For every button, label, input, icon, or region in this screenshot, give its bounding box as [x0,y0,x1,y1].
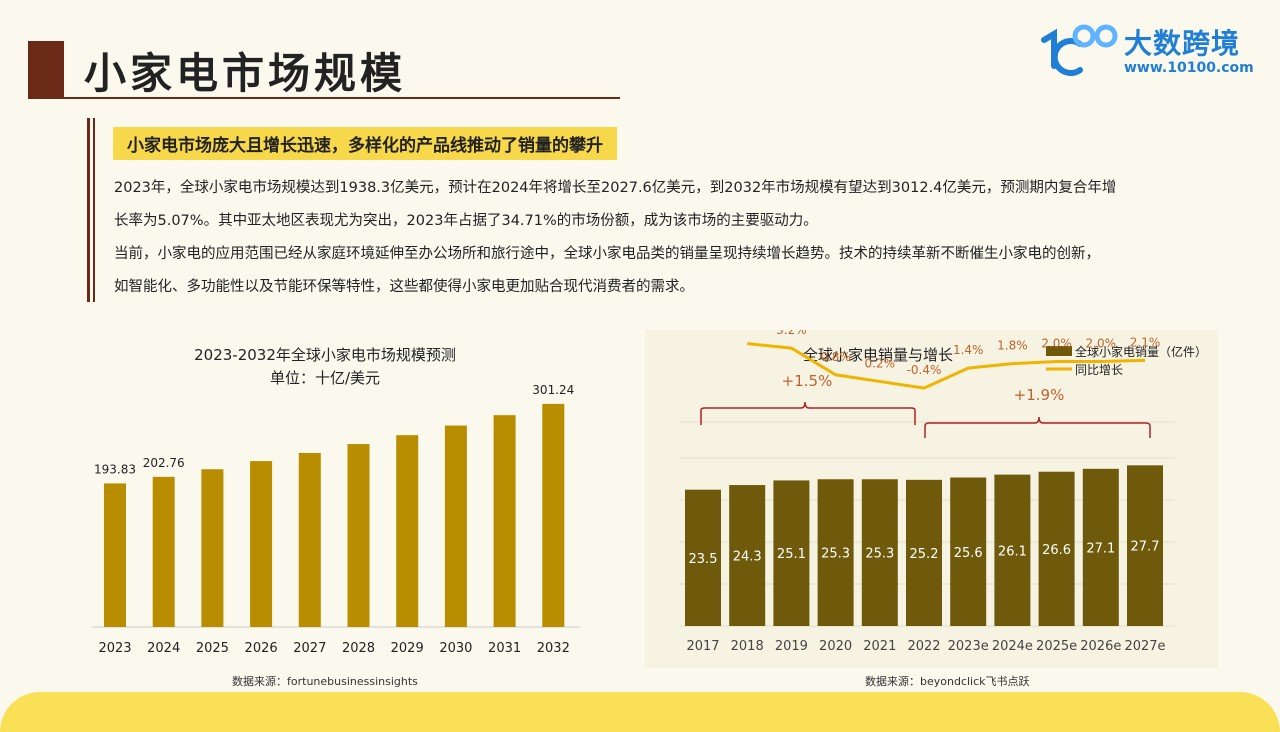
chart1-bar [542,403,565,627]
chart2-bar [685,489,721,626]
chart1-bar [396,435,419,627]
legend-growth: 同比增长 [1075,363,1123,377]
chart1-x-tick: 2028 [342,641,375,656]
annotation-1: +1.5% [782,372,833,390]
chart2-x-tick: 2023e [948,639,989,654]
chart2-bar-label: 25.1 [777,547,806,562]
brace-right [924,416,1151,438]
chart2-line-label: 3.2% [776,330,807,337]
chart1-data-label: 193.83 [94,462,136,476]
chart1-bar [152,476,175,627]
brand-name: 大数跨境 [1124,27,1241,60]
chart2-source: 数据来源：beyondclick飞书点跃 [865,675,1030,688]
chart2-x-tick: 2021 [863,639,896,654]
chart1-source: 数据来源：fortunebusinessinsights [232,675,418,688]
chart1-data-label: 202.76 [143,456,185,470]
chart2-bar [861,479,898,626]
chart1-x-tick: 2031 [488,641,521,656]
chart2-bar-label: 25.6 [954,546,983,561]
chart2-bar [1127,465,1163,626]
section-rule [93,118,95,302]
chart1-subtitle: 单位：十亿/美元 [270,369,380,387]
chart1-data-label: 301.24 [532,383,574,397]
chart2-bar-label: 26.1 [998,544,1027,559]
chart1-bar [201,469,224,627]
chart1-bar [444,425,467,627]
chart2-bar-label: 25.3 [821,547,850,562]
chart2-x-tick: 2022 [907,639,940,654]
chart2-bar [994,474,1031,626]
chart2-title: 全球小家电销量与增长 [803,346,953,364]
chart2-bar [817,479,854,626]
chart1-bar [250,461,273,627]
paragraph-line: 2023年，全球小家电市场规模达到1938.3亿美元，预计在2024年将增长至2… [114,180,1117,196]
paragraph-line: 当前，小家电的应用范围已经从家庭环境延伸至办公场所和旅行途中，全球小家电品类的销… [114,246,1100,262]
chart2-x-tick: 2025e [1036,639,1077,654]
legend-swatch-sales [1046,346,1072,356]
annotation-2: +1.9% [1014,386,1065,404]
chart1-bar [347,444,370,627]
paragraph-line: 长率为5.07%。其中亚太地区表现尤为突出，2023年占据了34.71%的市场份… [114,213,818,229]
chart1-bar [493,415,516,627]
brace-left [700,401,916,425]
title-accent-bar [28,41,64,99]
market-size-bar-chart: 2023-2032年全球小家电市场规模预测 单位：十亿/美元 2023 193.8… [92,346,580,656]
chart2-x-tick: 2026e [1080,639,1121,654]
chart2-x-tick: 2017 [686,639,719,654]
chart2-bar-label: 24.3 [733,550,762,565]
brand-logo-icon [1041,24,1118,76]
chart2-line-label: 2.0% [1086,336,1117,350]
chart1-x-tick: 2029 [391,641,424,656]
title-underline [28,97,620,99]
chart1-x-tick: 2023 [98,641,131,656]
section-rule [87,118,90,302]
chart2-bar [1082,468,1119,626]
paragraph-line: 如智能化、多功能性以及节能环保等特性，这些都使得小家电更加贴合现代消费者的需求。 [114,279,694,295]
chart2-bar [906,479,942,626]
chart2-bar [729,485,766,626]
chart2-line-label: 0.2% [865,356,896,370]
chart2-bar-label: 27.7 [1131,540,1160,555]
chart2-growth-line [747,342,1146,390]
chart1-bar [104,483,126,627]
chart2-line-label: 3.6% [732,330,763,333]
sales-growth-combo-chart: 全球小家电销量与增长 全球小家电销量（亿件） 同比增长 +1.5% +1.9% … [680,330,1207,654]
chart2-bar-label: 27.1 [1086,541,1115,556]
chart2-line-label: 0.8% [820,350,851,364]
legend-sales: 全球小家电销量（亿件） [1075,344,1207,359]
chart1-x-tick: 2025 [196,641,229,656]
chart1-x-tick: 2026 [245,641,278,656]
chart2-line-label: 1.8% [997,339,1028,353]
chart1-x-tick: 2032 [537,641,570,656]
chart1-x-tick: 2030 [439,641,472,656]
chart2-bar [773,480,810,626]
chart2-bar [1038,471,1075,626]
chart2-bar-label: 25.3 [865,547,894,562]
brand-url[interactable]: www.10100.com [1124,60,1254,76]
chart2-bar-label: 25.2 [910,547,939,562]
chart2-line-label: -0.4% [907,363,942,377]
chart2-x-tick: 2024e [992,639,1033,654]
chart2-x-tick: 2020 [819,639,852,654]
page-title: 小家电市场规模 [84,49,407,98]
chart2-bar-label: 26.6 [1042,543,1071,558]
chart2-x-tick: 2019 [775,639,808,654]
chart1-title: 2023-2032年全球小家电市场规模预测 [194,346,456,364]
key-finding-highlight: 小家电市场庞大且增长迅速，多样化的产品线推动了销量的攀升 [113,127,617,160]
chart2-x-tick: 2027e [1124,639,1165,654]
footer-band [0,692,1280,732]
chart1-x-tick: 2024 [147,641,180,656]
chart2-line-label: 2.1% [1130,335,1161,349]
chart2-bar-label: 23.5 [689,552,718,567]
chart1-x-tick: 2027 [293,641,326,656]
chart2-line-label: 1.4% [953,343,984,357]
chart2-line-label: 2.0% [1041,336,1072,350]
chart2-bar [950,477,987,626]
chart1-bar [298,452,321,627]
chart2-x-tick: 2018 [731,639,764,654]
